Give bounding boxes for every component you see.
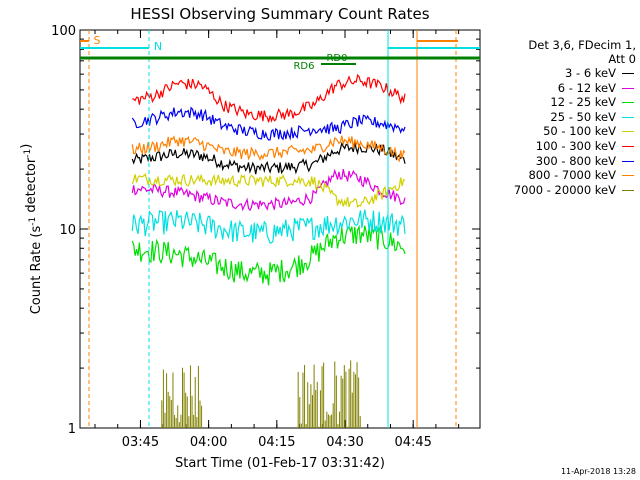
y-axis-label: Count Rate (s-1 detector-1) <box>19 144 44 315</box>
series-line-5 <box>132 73 406 123</box>
legend-item: 50 - 100 keV <box>486 124 636 139</box>
legend-swatch <box>622 87 634 89</box>
y-tick-label: 100 <box>51 24 76 39</box>
series-line-1 <box>131 168 406 212</box>
x-tick-label: 04:30 <box>326 435 363 450</box>
chart-title: HESSI Observing Summary Count Rates <box>130 5 429 23</box>
y-tick-label: 10 <box>59 223 76 238</box>
saa-label: S <box>94 34 101 47</box>
legend-item: 6 - 12 keV <box>486 81 636 96</box>
x-tick-label: 04:00 <box>190 435 227 450</box>
legend-item: 800 - 7000 keV <box>486 168 636 183</box>
legend-header-line-2: Att 0 <box>608 52 636 66</box>
rd0-label: RD0 <box>326 53 347 64</box>
series-line-6 <box>131 106 406 141</box>
legend-swatch <box>622 189 634 191</box>
legend-label: 12 - 25 keV <box>550 95 616 110</box>
legend-item: 25 - 50 keV <box>486 110 636 125</box>
legend-swatch <box>622 175 634 177</box>
legend-label: 50 - 100 keV <box>543 124 616 139</box>
legend-label: 25 - 50 keV <box>550 109 616 124</box>
rd6-label: RD6 <box>293 61 314 72</box>
timestamp: 11-Apr-2018 13:28 <box>560 467 636 476</box>
legend-item: 7000 - 20000 keV <box>486 183 636 198</box>
y-tick-label: 1 <box>68 422 76 437</box>
series-line-4 <box>131 173 406 208</box>
legend-swatch <box>622 73 634 74</box>
legend-swatch <box>622 145 634 147</box>
legend-header-line-1: Det 3,6, FDecim 1, <box>528 38 636 52</box>
legend-item: 100 - 300 keV <box>486 139 636 154</box>
legend-label: 6 - 12 keV <box>557 80 616 95</box>
legend-label: 300 - 800 keV <box>535 153 616 168</box>
night-label: N <box>154 40 162 53</box>
legend: Det 3,6, FDecim 1, Att 0 3 - 6 keV 6 - 12… <box>486 38 636 197</box>
legend-item: 12 - 25 keV <box>486 95 636 110</box>
data-layer <box>131 73 406 428</box>
x-tick-label: 04:15 <box>258 435 295 450</box>
x-tick-label: 03:45 <box>122 435 159 450</box>
series-line-2 <box>131 224 406 286</box>
x-tick-label: 04:45 <box>394 435 431 450</box>
legend-swatch <box>622 160 634 162</box>
series-line-7 <box>131 135 406 163</box>
legend-swatch <box>622 116 634 118</box>
legend-swatch <box>622 131 634 133</box>
legend-label: 3 - 6 keV <box>565 66 616 80</box>
x-axis-label: Start Time (01-Feb-17 03:31:42) <box>175 456 385 471</box>
legend-label: 7000 - 20000 keV <box>513 182 616 197</box>
legend-swatch <box>622 102 634 104</box>
series-line-3 <box>131 209 406 244</box>
legend-label: 800 - 7000 keV <box>528 168 616 183</box>
legend-label: 100 - 300 keV <box>535 138 616 153</box>
legend-item: 3 - 6 keV <box>486 66 636 81</box>
legend-item: 300 - 800 keV <box>486 154 636 169</box>
